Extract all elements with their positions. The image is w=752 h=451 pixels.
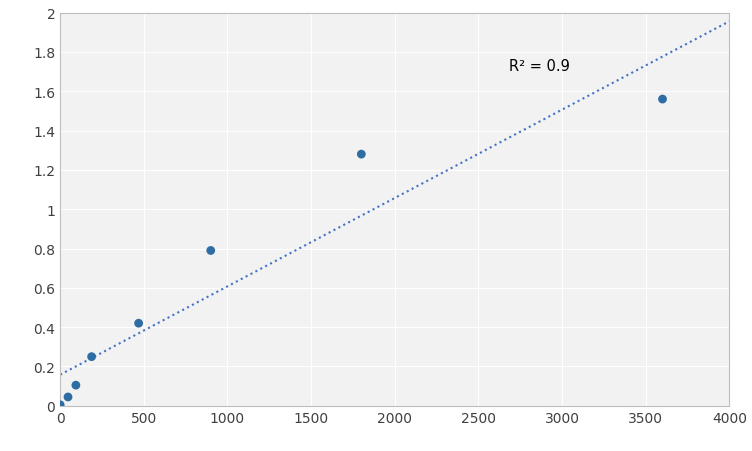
Point bbox=[656, 96, 669, 103]
Point bbox=[355, 151, 367, 158]
Point bbox=[54, 401, 66, 409]
Point bbox=[70, 382, 82, 389]
Point bbox=[62, 393, 74, 400]
Point bbox=[132, 320, 144, 327]
Point bbox=[205, 247, 217, 254]
Text: R² = 0.9: R² = 0.9 bbox=[508, 59, 569, 74]
Point bbox=[86, 353, 98, 360]
